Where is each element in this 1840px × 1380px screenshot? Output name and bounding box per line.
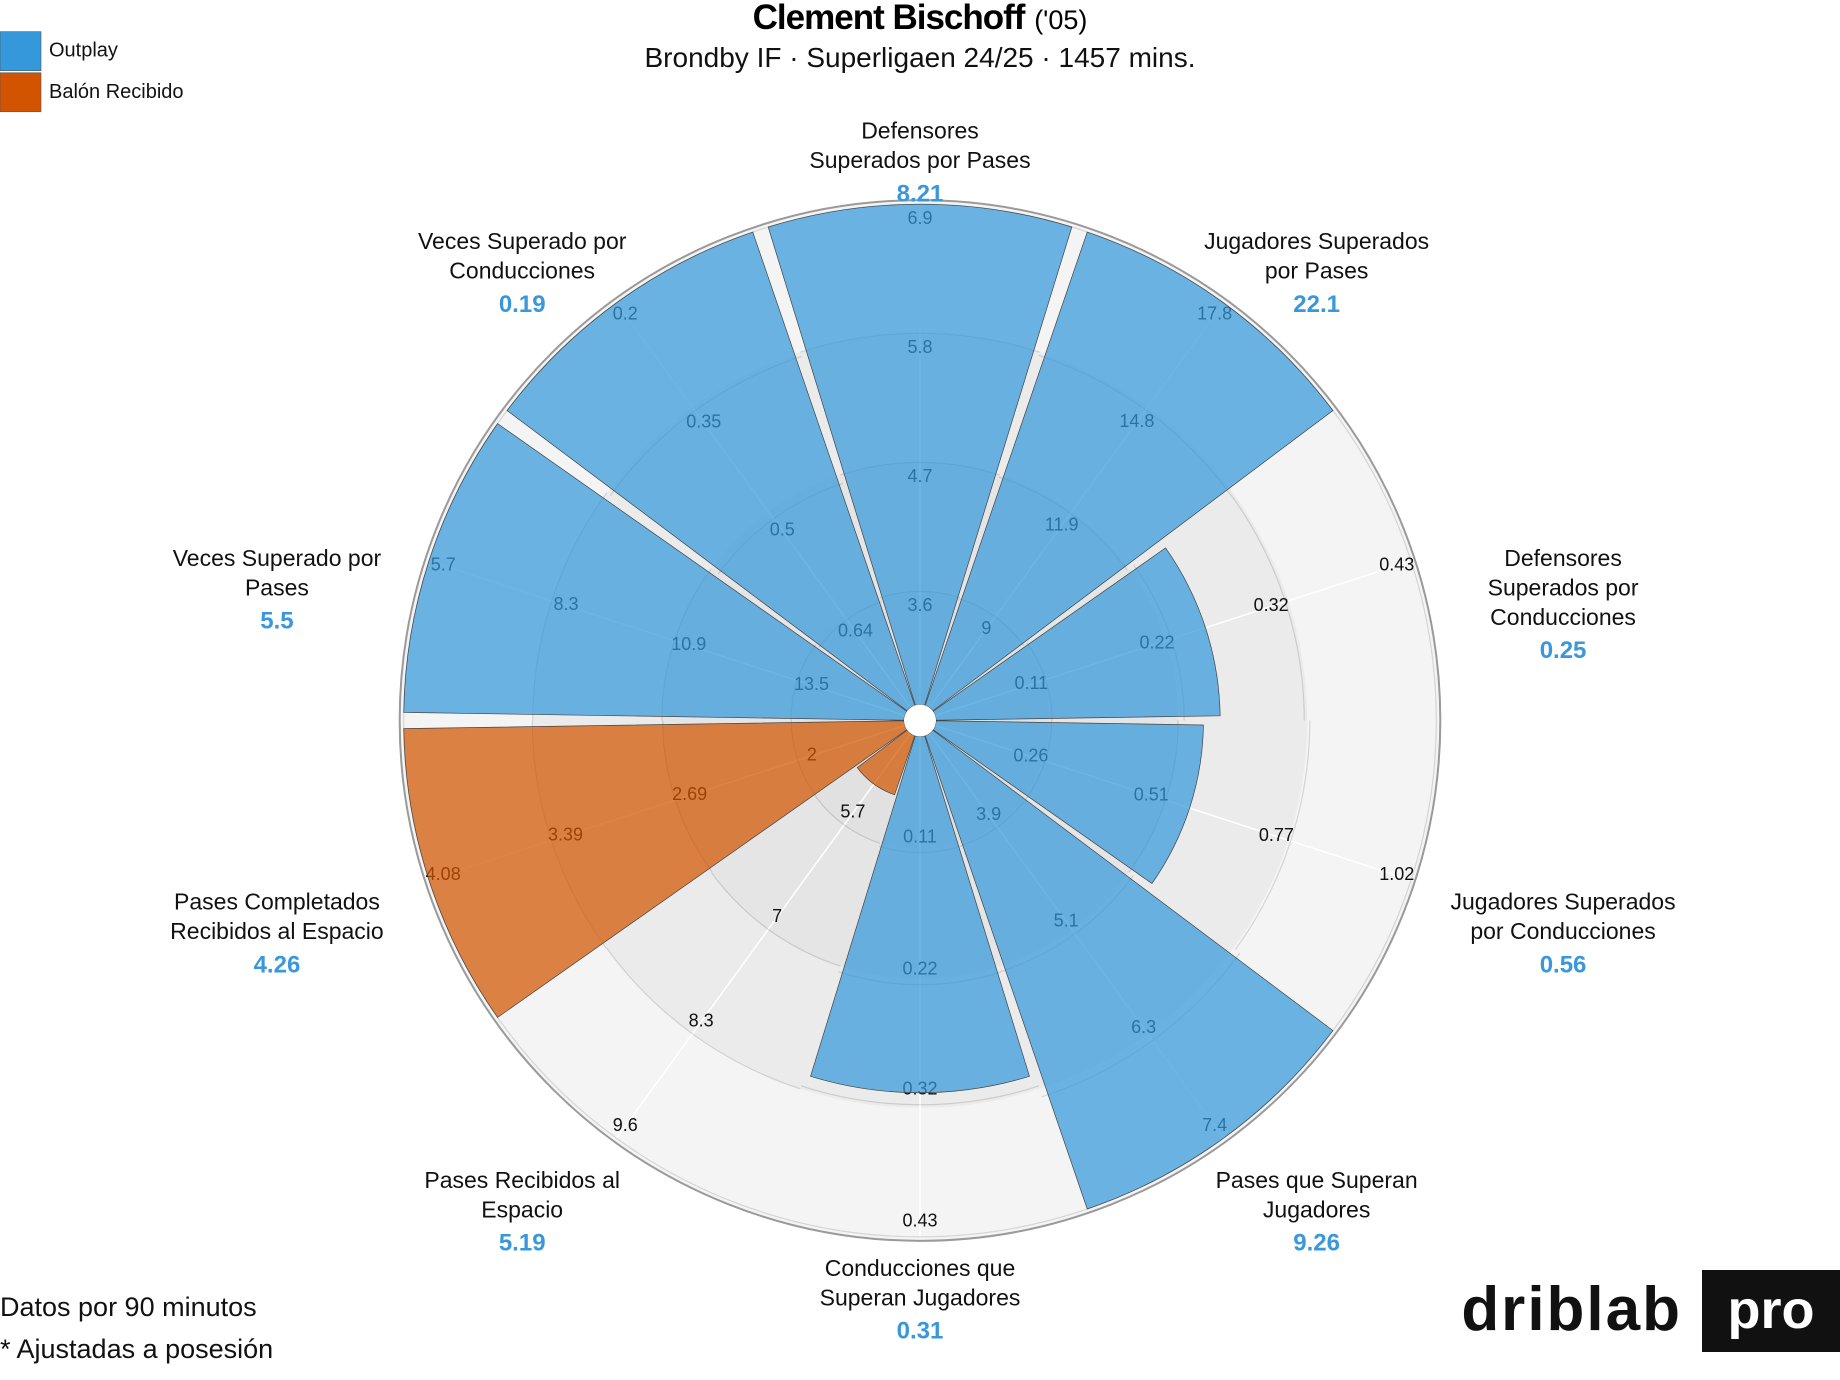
category-label: Espacio (481, 1196, 563, 1222)
category-label: Jugadores Superados (1451, 889, 1676, 915)
category-label: Superados por (1488, 574, 1639, 600)
tick-label: 0.32 (1254, 595, 1289, 615)
grid-arc (501, 1023, 761, 1213)
category-label: Defensores (1504, 545, 1622, 571)
tick-label: 8.3 (689, 1010, 714, 1030)
category-label: Conducciones (1490, 604, 1636, 630)
legend-label: Outplay (49, 40, 118, 62)
category-label: Conducciones (449, 257, 595, 283)
category-label: Jugadores Superados (1204, 228, 1429, 254)
logo: driblab (1461, 1275, 1682, 1344)
grid-arc (815, 796, 881, 844)
category-label: Veces Superado por (418, 228, 627, 254)
chart-subtitle: Brondby IF · Superligaen 24/25 · 1457 mi… (645, 42, 1196, 73)
value-label: 5.5 (260, 608, 293, 635)
value-label: 4.26 (254, 951, 301, 978)
legend-swatch (0, 31, 42, 71)
tick-label: 0.77 (1259, 825, 1294, 845)
grid-arc (1230, 494, 1305, 721)
grid-arc (801, 1085, 1039, 1106)
category-label: por Pases (1265, 257, 1369, 283)
title-name: Clement Bischoff (753, 0, 1026, 37)
grid-arc (760, 1210, 1080, 1238)
title-note: ('05) (1034, 5, 1087, 35)
footnote: * Ajustadas a posesión (0, 1334, 273, 1364)
grid-arc (1337, 416, 1437, 721)
value-label: 0.19 (499, 291, 546, 318)
legend-label: Balón Recibido (49, 81, 184, 103)
category-label: Pases Recibidos al (424, 1167, 620, 1193)
category-label: Jugadores (1263, 1196, 1370, 1222)
tick-label: 7 (772, 906, 782, 926)
value-label: 8.21 (897, 180, 944, 207)
category-label: Conducciones que (825, 1255, 1016, 1281)
chart-title: Clement Bischoff ('05) (753, 0, 1088, 37)
grid-arc (1337, 720, 1437, 1025)
tick-label: 0.43 (1379, 554, 1414, 574)
value-label: 22.1 (1293, 291, 1340, 318)
center-hole (904, 704, 936, 737)
logo-badge-box (1702, 1270, 1840, 1352)
category-label: Recibidos al Espacio (170, 918, 384, 944)
tick-label: 0.43 (902, 1211, 937, 1231)
category-label: Pases Completados (174, 889, 380, 915)
bar (810, 735, 1030, 1094)
grid-arc (606, 947, 801, 1090)
tick-label: 5.7 (840, 802, 865, 822)
legend-swatch (0, 72, 42, 113)
category-label: por Conducciones (1470, 918, 1655, 944)
logo-badge: pro (1728, 1280, 1815, 1340)
footnote: Datos por 90 minutos (0, 1292, 257, 1322)
value-label: 5.19 (499, 1230, 546, 1257)
value-label: 0.31 (897, 1318, 944, 1345)
value-label: 9.26 (1293, 1230, 1340, 1257)
radial-line (615, 720, 921, 1139)
category-label: Superan Jugadores (820, 1284, 1021, 1310)
category-label: Veces Superado por (173, 545, 382, 571)
value-label: 0.56 (1540, 951, 1587, 978)
tick-label: 9.6 (613, 1115, 638, 1135)
tick-label: 1.02 (1379, 864, 1414, 884)
grid-arc (710, 871, 841, 967)
value-label: 0.25 (1540, 637, 1587, 664)
category-label: Superados por Pases (809, 147, 1030, 173)
category-label: Pases que Superan (1216, 1167, 1418, 1193)
category-label: Pases (245, 574, 309, 600)
grid-arc (1234, 720, 1311, 950)
category-label: Defensores (861, 118, 979, 144)
